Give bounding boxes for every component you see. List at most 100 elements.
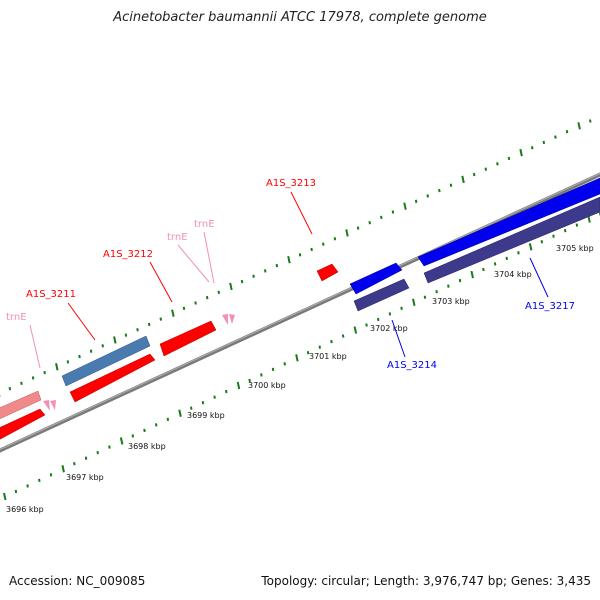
outer-tick-41 xyxy=(472,172,476,177)
inner-tick-40 xyxy=(470,270,474,279)
cds-feature-a1s3213[interactable] xyxy=(316,263,339,282)
inner-tick-14 xyxy=(166,417,170,421)
inner-tick-26 xyxy=(306,351,310,355)
gene-feature-a1s3214-outer[interactable] xyxy=(349,262,403,295)
outer-tick-33 xyxy=(380,215,383,220)
outer-tick-23 xyxy=(263,269,267,273)
gene-label-6[interactable]: A1S_3214 xyxy=(387,360,437,371)
inner-tick-9 xyxy=(108,445,111,449)
inner-tick-39 xyxy=(458,278,462,283)
gene-labels: trnE A1S_3211 A1S_3212 trnE trnE A1S_3213 A1S_… xyxy=(6,178,575,371)
outer-tick-3 xyxy=(31,376,35,380)
inner-tick-43 xyxy=(505,256,508,261)
scale-label-2: 3698 kbp xyxy=(128,442,166,451)
gene-label-1[interactable]: A1S_3211 xyxy=(26,289,76,300)
cds-feature-a1s3211-inner[interactable] xyxy=(69,353,156,403)
outer-tick-21 xyxy=(240,279,244,284)
gene-feature-a1s3217-inner[interactable] xyxy=(423,196,600,284)
outer-tick-35 xyxy=(403,202,407,210)
cds-feature-left-outer[interactable] xyxy=(0,390,42,422)
trna-marker-left-b[interactable] xyxy=(50,400,56,410)
genome-backbone-highlight xyxy=(0,173,600,450)
scale-label-3: 3699 kbp xyxy=(187,411,225,420)
inner-tick-42 xyxy=(493,262,497,266)
outer-tick-36 xyxy=(414,199,418,203)
inner-tick-46 xyxy=(540,240,544,244)
scale-label-9: 3705 kbp xyxy=(556,244,594,253)
scale-label-8: 3704 kbp xyxy=(494,270,532,279)
gene-label-7[interactable]: A1S_3217 xyxy=(525,301,575,312)
inner-tick-22 xyxy=(260,373,263,377)
outer-tick-48 xyxy=(554,135,557,139)
scale-label-4: 3700 kbp xyxy=(248,381,286,390)
inner-tick-19 xyxy=(225,389,228,394)
trna-marker-left-a[interactable] xyxy=(43,400,50,411)
inner-tick-41 xyxy=(482,267,485,272)
outer-tick-16 xyxy=(182,306,186,311)
gene-label-leader-1 xyxy=(67,302,96,341)
outer-tick-32 xyxy=(368,221,371,225)
inner-tick-5 xyxy=(61,465,65,473)
cds-feature-a1s3212[interactable] xyxy=(159,320,217,357)
outer-tick-26 xyxy=(298,253,302,257)
inner-tick-15 xyxy=(178,409,182,417)
inner-tick-48 xyxy=(563,228,567,233)
outer-tick-39 xyxy=(449,183,453,187)
inner-tick-29 xyxy=(341,334,345,338)
outer-tick-47 xyxy=(542,140,546,145)
cds-feature-left-inner[interactable] xyxy=(0,408,46,442)
trna-marker-right-a[interactable] xyxy=(222,314,228,325)
scale-label-1: 3697 kbp xyxy=(66,473,104,482)
scale-label-6: 3702 kbp xyxy=(370,324,408,333)
map-title: Acinetobacter baumannii ATCC 17978, comp… xyxy=(113,10,487,25)
outer-tick-37 xyxy=(426,194,429,198)
gene-label-5[interactable]: A1S_3213 xyxy=(266,178,316,189)
outer-tick-1 xyxy=(8,386,12,391)
inner-tick-4 xyxy=(49,473,53,477)
trna-marker-right-b[interactable] xyxy=(229,314,235,324)
outer-tick-13 xyxy=(147,322,151,327)
gene-feature-a1s3217-outer[interactable] xyxy=(417,177,600,267)
gene-feature-a1s3214-inner[interactable] xyxy=(353,278,410,312)
inner-tick-3 xyxy=(38,478,41,483)
inner-tick-38 xyxy=(447,284,450,288)
gene-label-0[interactable]: trnE xyxy=(6,312,27,323)
inner-tick-36 xyxy=(423,295,427,299)
outer-tick-51 xyxy=(589,119,592,123)
inner-tick-34 xyxy=(400,306,403,310)
inner-tick-7 xyxy=(84,456,88,460)
gene-label-2[interactable]: A1S_3212 xyxy=(103,249,153,260)
scale-label-0: 3696 kbp xyxy=(6,505,44,514)
outer-tick-6 xyxy=(66,360,70,364)
scale-label-7: 3703 kbp xyxy=(432,297,470,306)
gene-label-4[interactable]: trnE xyxy=(194,219,215,230)
outer-tick-50 xyxy=(577,122,581,130)
genome-backbone xyxy=(0,172,600,453)
gene-feature-a1s3211[interactable] xyxy=(61,335,151,387)
outer-tick-38 xyxy=(438,188,441,193)
outer-tick-31 xyxy=(356,226,360,230)
inner-tick-27 xyxy=(318,345,322,349)
outer-tick-15 xyxy=(171,309,175,317)
outer-tick-11 xyxy=(124,333,128,337)
inner-tick-33 xyxy=(388,312,392,316)
outer-tick-46 xyxy=(530,146,534,150)
inner-tick-30 xyxy=(353,326,358,334)
inner-tick-47 xyxy=(552,234,555,238)
genome-summary-text: Topology: circular; Length: 3,976,747 bp… xyxy=(261,574,591,588)
gene-label-leader-5 xyxy=(290,191,313,235)
gene-label-leader-6 xyxy=(391,319,406,358)
outer-tick-2 xyxy=(20,381,23,385)
inner-tick-13 xyxy=(154,423,158,427)
inner-tick-11 xyxy=(131,434,135,438)
inner-tick-24 xyxy=(283,362,286,366)
scale-label-5: 3701 kbp xyxy=(309,352,347,361)
gene-label-3[interactable]: trnE xyxy=(167,232,188,243)
inner-tick-25 xyxy=(295,354,299,362)
outer-tick-9 xyxy=(101,344,104,348)
inner-tick-35 xyxy=(412,298,416,306)
inner-tick-10 xyxy=(119,437,124,445)
outer-tick-43 xyxy=(496,162,499,166)
inner-tick-2 xyxy=(26,484,29,488)
inner-tick-23 xyxy=(271,367,275,372)
